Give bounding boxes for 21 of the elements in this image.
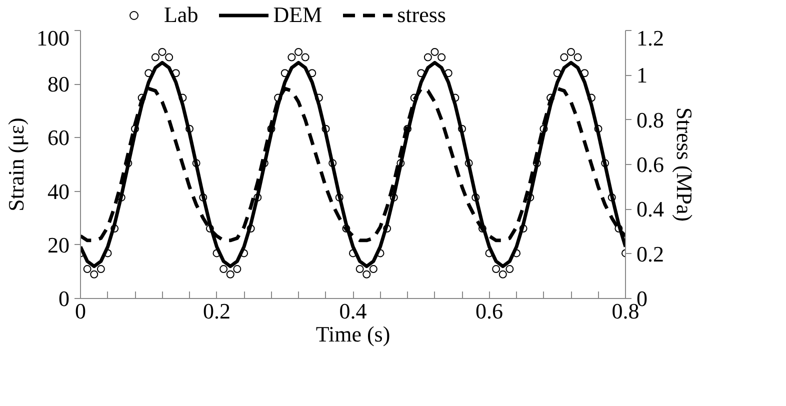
legend-label: stress: [397, 2, 446, 28]
x-tick-label: 0.2: [203, 298, 230, 324]
y-tick-label: 100: [36, 26, 70, 50]
y-tick-label: 60: [48, 125, 70, 150]
y2-axis-title: Stress (MPa): [672, 107, 697, 222]
y2-tick-label: 0.8: [636, 107, 664, 132]
y2-tick-label: 1: [636, 62, 648, 88]
legend-label: DEM: [273, 2, 322, 28]
legend-label: Lab: [164, 2, 198, 28]
y2-tick-label: 0.2: [636, 241, 664, 266]
y-tick-label: 80: [48, 72, 70, 97]
x-axis-title: Time (s): [316, 322, 390, 346]
x-tick-label: 0: [75, 298, 86, 324]
x-tick-label: 0.4: [339, 298, 367, 324]
y-tick-label: 40: [48, 178, 70, 204]
y2-tick-label: 0.4: [636, 196, 664, 222]
x-tick-label: 0.6: [476, 298, 503, 324]
y2-tick-label: 0.6: [636, 152, 664, 177]
y2-tick-label: 1.2: [636, 26, 664, 50]
y-axis-title: Strain (με): [4, 118, 28, 212]
y-tick-label: 20: [48, 232, 70, 258]
